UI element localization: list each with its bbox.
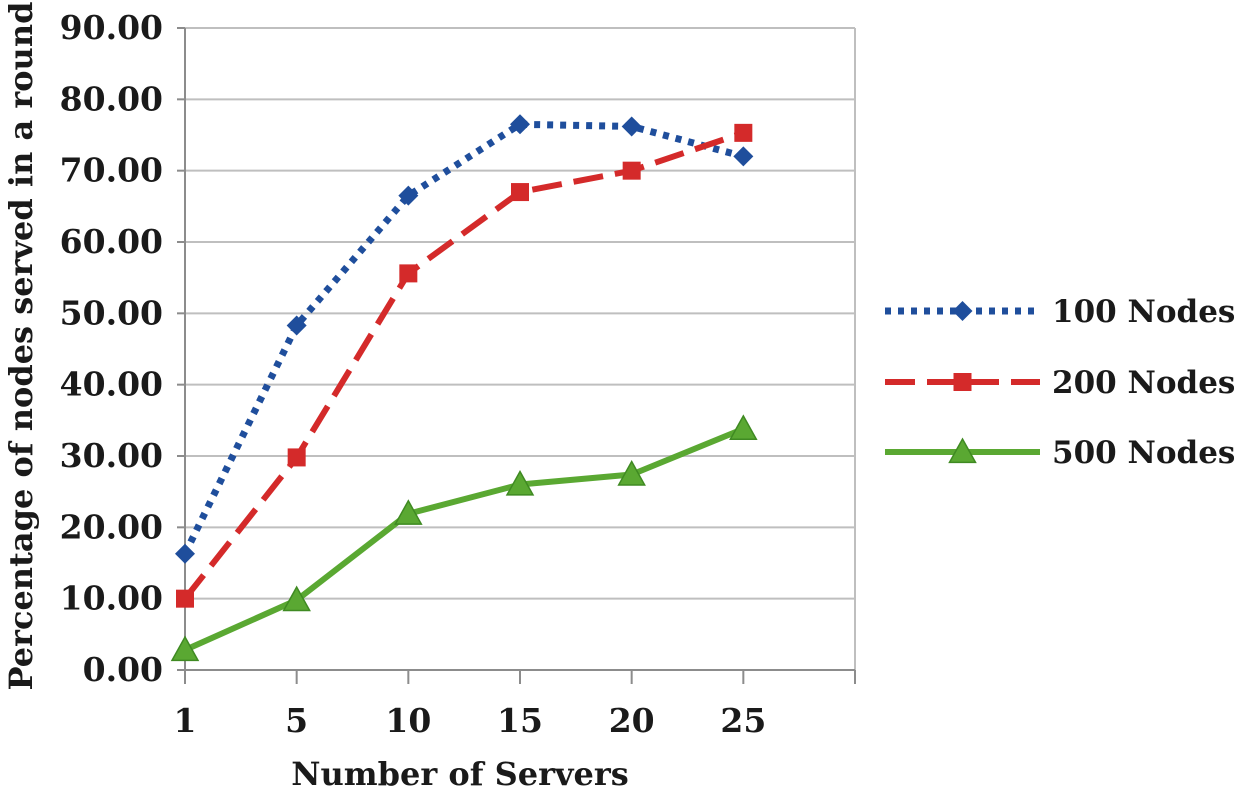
data-point-marker [952,301,973,321]
data-point-marker [170,635,200,662]
x-tick-label: 25 [720,701,766,740]
series-2 [176,123,753,608]
data-point-marker [287,448,306,467]
data-point-marker [286,315,307,336]
y-tick-label: 60.00 [60,222,163,261]
data-point-marker [176,589,194,608]
data-point-marker [505,469,535,496]
x-tick-label: 1 [174,701,197,740]
series-line [182,130,745,601]
x-axis-title: Number of Servers [291,755,629,793]
label-layer: 0.00 10.00 20.00 30.00 40.00 50.00 60.00 70.00 8… [60,8,767,740]
y-tick-label: 70.00 [60,151,163,190]
data-point-marker [282,585,311,612]
y-tick-label: 80.00 [60,79,163,118]
legend-entry: 200 Nodes [885,365,1235,401]
y-tick-label: 10.00 [60,579,163,618]
y-tick-label: 40.00 [60,365,163,404]
data-point-marker [175,543,195,564]
data-point-marker [729,414,758,441]
y-tick-label: 30.00 [60,436,163,475]
legend-label: 100 Nodes [1052,294,1235,330]
data-point-marker [399,264,418,283]
y-tick-label: 90.00 [60,8,163,47]
data-point-marker [394,499,423,525]
data-point-marker [617,460,646,486]
legend-label: 200 Nodes [1052,365,1235,401]
data-point-marker [953,373,972,391]
y-tick-label: 0.00 [83,650,163,689]
data-point-marker [733,146,754,167]
data-point-marker [621,116,642,137]
data-point-marker [622,161,641,180]
data-point-marker [511,183,529,202]
data-point-marker [510,114,530,135]
series-3 [170,414,758,662]
series-line [183,426,745,653]
y-tick-label: 50.00 [60,293,163,332]
x-tick-label: 5 [285,701,308,740]
series-line [181,120,745,556]
x-tick-label: 15 [497,701,543,740]
data-point-marker [734,123,753,142]
legend-entry: 100 Nodes [885,294,1235,330]
x-tick-label: 20 [609,701,655,740]
data-point-marker [948,437,977,464]
series-1 [175,114,754,564]
series-layer [170,114,758,662]
y-axis-title: Percentage of nodes served in a round [2,2,40,691]
y-tick-label: 20.00 [60,507,163,546]
legend-label: 500 Nodes [1052,435,1235,471]
data-point-marker [398,185,419,206]
legend-entry: 500 Nodes [885,435,1235,471]
legend: 100 Nodes 200 Nodes 500 Nodes [885,294,1235,471]
x-tick-label: 10 [385,701,431,740]
